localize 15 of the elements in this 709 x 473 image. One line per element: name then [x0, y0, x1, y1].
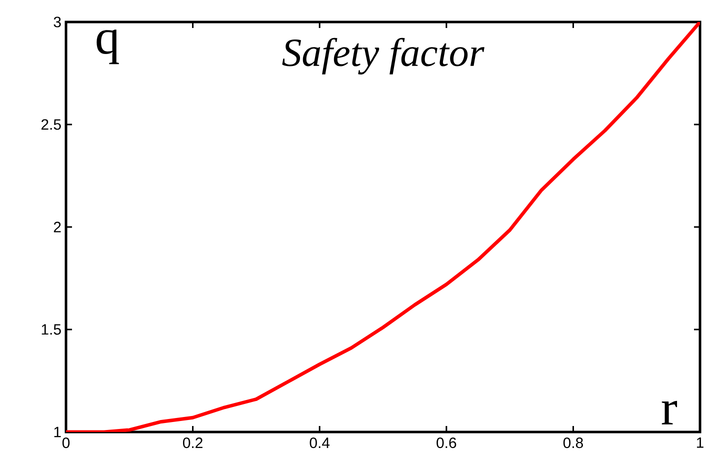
line-series [66, 22, 700, 432]
x-tick-label: 0.8 [563, 438, 583, 448]
x-tick-label: 0.6 [436, 438, 456, 448]
x-axis-title: r [662, 400, 678, 424]
x-tick-label: 0.2 [183, 438, 202, 448]
y-axis-title: q [96, 30, 119, 64]
y-tick-label: 2 [54, 222, 61, 232]
y-tick-label: 1 [54, 426, 61, 438]
chart-title: Safety factor [282, 38, 484, 74]
y-tick-label: 1.5 [42, 324, 61, 335]
x-tick-label: 0.4 [310, 438, 330, 448]
x-tick-label: 1 [696, 438, 704, 448]
y-tick-label: 2.5 [41, 119, 61, 130]
x-tick-label: 0 [62, 438, 70, 448]
y-tick-label: 3 [54, 16, 61, 28]
